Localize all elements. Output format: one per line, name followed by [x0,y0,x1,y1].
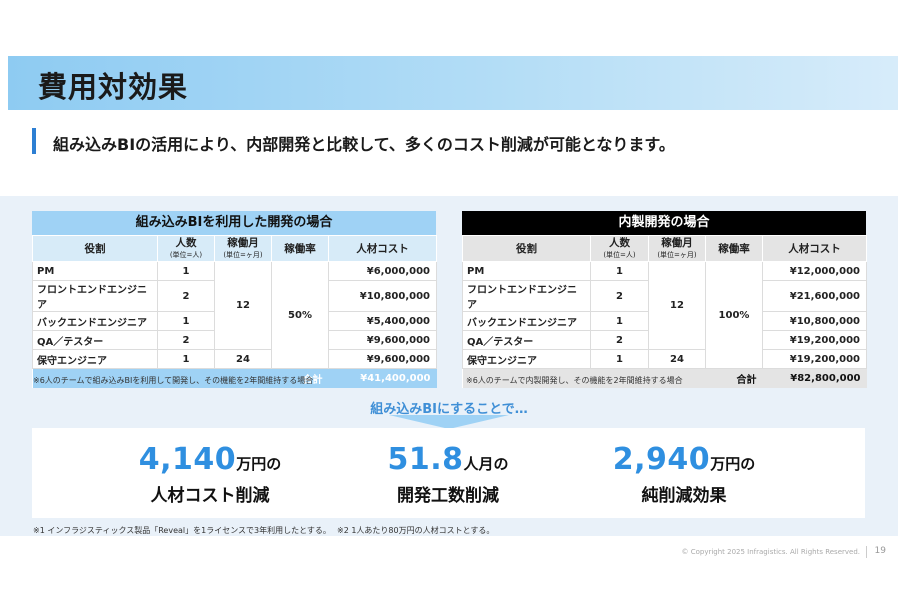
months-cell: 12 [214,261,272,350]
table-row: バックエンドエンジニア 1 ¥10,800,000 [462,311,867,331]
result-unit: 万円の [710,455,756,473]
table-row: QA／テスター 2 ¥9,600,000 [32,330,437,350]
result-number: 2,940 [612,442,711,477]
table-row: QA／テスター 2 ¥19,200,000 [462,330,867,350]
role-cell: バックエンドエンジニア [32,311,158,331]
role-cell: バックエンドエンジニア [462,311,591,331]
in-house-table: 内製開発の場合 役割 人数 (単位=人) 稼働月 (単位=ヶ月) 稼働率 人材コスト… [462,211,867,388]
page-number: 19 [874,546,886,556]
people-cell: 2 [157,280,215,312]
cost-cell: ¥6,000,000 [328,261,437,281]
role-cell: 保守エンジニア [32,349,158,369]
result-unit: 人月の [463,455,509,473]
header-people: 人数 (単位=人) [157,235,215,262]
result-cost-reduction: 4,140万円の 人材コスト削減 [90,442,330,506]
total-label: 合計 [462,368,763,388]
table-caption: 組み込みBIを利用した開発の場合 [32,211,436,235]
title-banner: 費用対効果 [8,56,898,110]
cost-cell: ¥19,200,000 [762,349,867,369]
role-cell: PM [462,261,591,281]
total-value: ¥82,800,000 [762,368,867,388]
rate-cell: 100% [705,261,763,369]
result-unit: 万円の [236,455,282,473]
cost-cell: ¥19,200,000 [762,330,867,350]
result-effort-reduction: 51.8人月の 開発工数削減 [328,442,568,506]
months-cell: 24 [214,349,272,369]
copyright: © Copyright 2025 Infragistics. All Right… [681,548,860,556]
cost-cell: ¥9,600,000 [328,330,437,350]
table-row: PM 1 12 50% ¥6,000,000 [32,261,437,369]
cost-cell: ¥10,800,000 [328,280,437,312]
embedded-bi-table: 組み込みBIを利用した開発の場合 役割 人数 (単位=人) 稼働月 (単位=ヶ月) … [32,211,437,388]
table-row: フロントエンドエンジニア 2 ¥21,600,000 [462,280,867,312]
result-net-reduction: 2,940万円の 純削減効果 [564,442,804,506]
header-role: 役割 [32,235,158,262]
people-cell: 1 [157,311,215,331]
header-months: 稼働月 (単位=ヶ月) [214,235,272,262]
header-months: 稼働月 (単位=ヶ月) [648,235,706,262]
months-cell: 24 [648,349,706,369]
header-people: 人数 (単位=人) [590,235,649,262]
header-row: 役割 人数 (単位=人) 稼働月 (単位=ヶ月) 稼働率 人材コスト [462,235,867,262]
people-cell: 2 [590,280,649,312]
header-row: 役割 人数 (単位=人) 稼働月 (単位=ヶ月) 稼働率 人材コスト [32,235,437,262]
footnote-2: ※2 1人あたり80万円の人材コストとする。 [337,526,495,535]
total-row: 合計 ¥82,800,000 [462,368,867,388]
left-table-note: ※6人のチームで組み込みBIを利用して開発し、その機能を2年間維持する場合 [33,376,314,385]
header-rate: 稼働率 [705,235,763,262]
cost-table: 役割 人数 (単位=人) 稼働月 (単位=ヶ月) 稼働率 人材コスト PM 1 12… [32,235,437,388]
people-cell: 1 [590,349,649,369]
header-cost: 人材コスト [762,235,867,262]
role-cell: フロントエンドエンジニア [462,280,591,312]
cost-cell: ¥5,400,000 [328,311,437,331]
table-row: 保守エンジニア 1 24 ¥9,600,000 [32,349,437,369]
role-cell: 保守エンジニア [462,349,591,369]
total-label: 合計 [32,368,329,388]
people-cell: 2 [590,330,649,350]
page-subtitle: 組み込みBIの活用により、内部開発と比較して、多くのコスト削減が可能となります。 [53,135,675,154]
role-cell: QA／テスター [462,330,591,350]
people-cell: 1 [157,261,215,281]
table-caption: 内製開発の場合 [462,211,866,235]
arrow-label: 組み込みBIにすることで… [370,402,528,417]
subtitle-accent-bar [32,128,36,154]
cost-cell: ¥10,800,000 [762,311,867,331]
footnote-1: ※1 インフラジスティックス製品「Reveal」を1ライセンスで3年利用したとす… [33,526,331,535]
page-title: 費用対効果 [38,70,189,104]
table-row: PM 1 12 100% ¥12,000,000 [462,261,867,369]
table-row: バックエンドエンジニア 1 ¥5,400,000 [32,311,437,331]
cost-cell: ¥9,600,000 [328,349,437,369]
page-separator [866,546,867,558]
people-cell: 1 [590,311,649,331]
rate-cell: 50% [271,261,329,369]
header-role: 役割 [462,235,591,262]
result-desc: 開発工数削減 [397,486,499,506]
people-cell: 2 [157,330,215,350]
months-cell: 12 [648,261,706,350]
people-cell: 1 [590,261,649,281]
right-table-note: ※6人のチームで内製開発し、その機能を2年間維持する場合 [466,376,683,385]
role-cell: フロントエンドエンジニア [32,280,158,312]
cost-cell: ¥21,600,000 [762,280,867,312]
header-cost: 人材コスト [328,235,437,262]
down-arrow-icon [389,415,509,429]
total-row: 合計 ¥41,400,000 [32,368,437,388]
header-rate: 稼働率 [271,235,329,262]
cost-cell: ¥12,000,000 [762,261,867,281]
role-cell: PM [32,261,158,281]
table-row: 保守エンジニア 1 24 ¥19,200,000 [462,349,867,369]
role-cell: QA／テスター [32,330,158,350]
people-cell: 1 [157,349,215,369]
total-value: ¥41,400,000 [328,368,437,388]
results-box: 4,140万円の 人材コスト削減 51.8人月の 開発工数削減 2,940万円の… [32,428,865,518]
result-desc: 人材コスト削減 [150,486,270,506]
result-number: 4,140 [138,442,237,477]
result-number: 51.8 [387,442,464,477]
cost-table: 役割 人数 (単位=人) 稼働月 (単位=ヶ月) 稼働率 人材コスト PM 1 12… [462,235,867,388]
result-desc: 純削減効果 [641,486,727,506]
